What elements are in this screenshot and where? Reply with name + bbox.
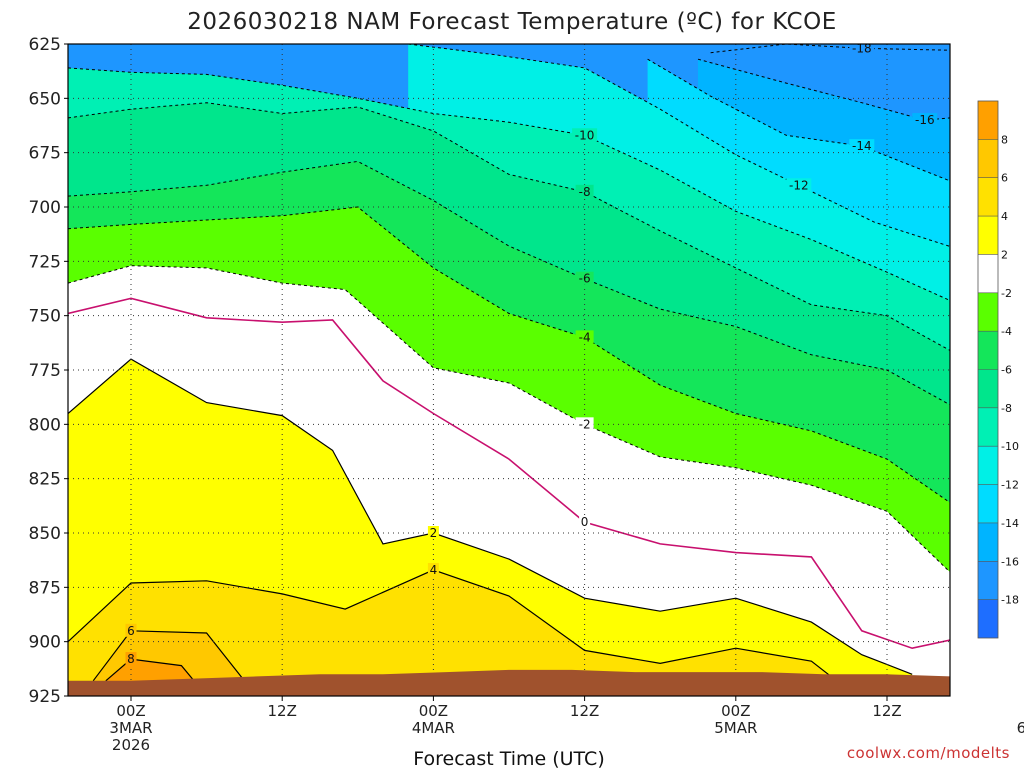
colorbar-label--8: -8 [1001,402,1012,415]
colorbar-label--6: -6 [1001,364,1012,377]
y-tick-label-750: 750 [29,307,61,327]
x-tick-label-h12-0: 12Z [268,702,297,720]
y-tick-label-725: 725 [29,252,61,272]
isotherm-label-2: 2 [430,526,438,540]
colorbar-swatch-7 [978,331,998,370]
x-tick-label-h0-1: 3MAR [109,719,152,737]
y-tick-label-625: 625 [29,35,61,55]
y-tick-label-700: 700 [29,198,61,218]
isotherm-label-0: 0 [581,515,589,529]
isotherm-label-bg--6 [575,271,594,285]
y-tick-label-925: 925 [29,687,61,707]
isotherm-label--4: -4 [579,330,591,344]
isotherm-8 [105,658,195,682]
y-tick-label-825: 825 [29,470,61,490]
x-tick-label-h0-0: 00Z [116,702,145,720]
colorbar-swatch-11 [978,177,998,217]
credit-text: coolwx.com/modelts [847,744,1010,762]
isotherm-label--2: -2 [579,417,591,431]
isotherm-label-bg--2 [575,417,594,431]
x-tick-label-h24-1: 4MAR [412,719,455,737]
isotherm--4 [68,206,950,504]
isotherm-label-bg--8 [575,184,594,198]
x-tick-label-h48-1: 5MAR [714,719,757,737]
colorbar-swatch-12 [978,139,998,178]
isotherm-labels: -18 -16 -14 -12 -10 -8 -6 -4 -2 0 2 4 6 8 [125,41,938,666]
x-tick-label-h0-2: 2026 [112,736,150,754]
y-tick-label-875: 875 [29,578,61,598]
isotherm-label-bg-6 [125,623,137,637]
x-axis-ticks: 00Z3MAR202612Z00Z4MAR12Z00Z5MAR12Z00Z6MA… [109,696,1024,754]
isotherm-label-bg-2 [427,526,439,539]
x-tick-label-h24-0: 00Z [419,702,448,720]
isotherm-label-bg-8 [125,652,137,666]
colorbar-swatch-13 [978,101,998,140]
isotherm-label-4: 4 [430,563,438,577]
isotherm-label-bg--14 [849,139,875,153]
y-tick-label-850: 850 [29,524,61,544]
x-tick-label-h60-0: 12Z [872,702,901,720]
isotherm-6 [92,630,245,682]
isotherm-label--18: -18 [852,41,872,55]
y-tick-label-800: 800 [29,415,61,435]
colorbar-label-8: 8 [1001,133,1008,146]
isotherm-label-bg--18 [849,44,875,55]
y-axis-ticks: 625 650 675 700 725 750 775 800 825 850 875 900 925 [29,35,68,707]
y-tick-label-675: 675 [29,144,61,164]
isotherm-label--16: -16 [915,113,935,127]
x-tick-label-h36-0: 12Z [570,702,599,720]
colorbar-swatch-9 [978,254,998,293]
temperature-bands [68,44,950,696]
colorbar-swatch-6 [978,369,998,408]
x-tick-label-h72-1: 6MAR [1017,719,1024,737]
plot-area: -18 -16 -14 -12 -10 -8 -6 -4 -2 0 2 4 6 8 [68,41,950,696]
y-tick-label-775: 775 [29,361,61,381]
isotherm-label-bg-0 [579,515,591,529]
isotherm-label--12: -12 [789,178,809,192]
isotherm-label-bg--12 [786,178,812,192]
isotherm-label-6: 6 [127,624,135,638]
colorbar-label--14: -14 [1001,517,1019,530]
y-tick-label-650: 650 [29,89,61,109]
y-tick-label-900: 900 [29,633,61,653]
isotherm-label-8: 8 [127,652,135,666]
colorbar-swatch-1 [978,561,998,600]
band-4 [68,569,837,696]
x-axis-label: Forecast Time (UTC) [413,748,604,768]
isotherm-label-bg-4 [427,562,439,576]
isotherm-label--8: -8 [579,185,591,199]
isotherm-4 [68,569,837,682]
colorbar: -18 -16 -14 -12 -10 -8 -6 -4 -2 2 4 6 8 [977,100,1019,639]
isotherm-label-bg--4 [575,330,594,344]
isotherm-label-bg--16 [912,113,938,127]
chart-title: 2026030218 NAM Forecast Temperature (ºC)… [187,9,837,35]
isotherm-label-bg--10 [572,128,598,142]
isotherm-label--14: -14 [852,139,872,153]
colorbar-swatch-8 [978,292,998,332]
isotherm-label--10: -10 [575,128,595,142]
x-tick-label-h48-0: 00Z [721,702,750,720]
grid-lines [68,44,950,696]
colorbar-label--18: -18 [1001,594,1019,607]
colorbar-swatch-0 [978,599,998,638]
colorbar-label-2: 2 [1001,248,1008,261]
colorbar-swatch-3 [978,484,998,523]
isotherm--2 [68,265,950,573]
colorbar-label-6: 6 [1001,172,1008,185]
colorbar-swatch-4 [978,446,998,485]
colorbar-label-4: 4 [1001,210,1008,223]
isotherm--10 [68,67,950,302]
isotherm-2 [68,358,913,675]
colorbar-label--12: -12 [1001,479,1019,492]
colorbar-label--2: -2 [1001,287,1012,300]
colorbar-swatch-10 [978,216,998,255]
terrain-ground [68,669,950,696]
colorbar-label--4: -4 [1001,325,1012,338]
isotherm-label--6: -6 [579,272,591,286]
colorbar-label--16: -16 [1001,555,1019,568]
colorbar-swatch-2 [978,522,998,562]
colorbar-swatch-5 [978,407,998,447]
colorbar-label--10: -10 [1001,440,1019,453]
